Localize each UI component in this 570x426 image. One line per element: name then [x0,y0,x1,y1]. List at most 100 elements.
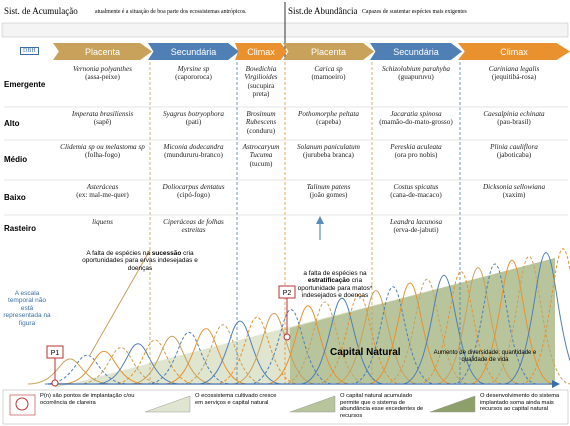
species-name: Caesalpinia echinata [483,110,545,118]
legend-icon [144,395,191,413]
growth-curve [503,252,570,385]
diversity-note: Aumento de diversidade: quantidade e qua… [433,350,537,363]
species-cell: Pereskia aculeata (ora pro nobis) [374,143,458,160]
phase-arrow: Placenta [283,43,374,60]
p1-label: P1 [51,350,60,357]
stratum-label: Emergente [4,79,46,89]
common-name: (folha-fogo) [84,151,121,160]
species-name: Doliocarpus dentatus [162,183,225,191]
species-name: Myrsine sp [177,65,210,73]
growth-curve [163,328,249,385]
growth-curve [282,301,368,385]
species-name: Solanum paniculatum [297,143,360,151]
strata-tag: DBH [20,47,39,55]
species-cell: Pothomorphe peltata (capeba) [287,110,370,127]
species-name: Syagrus botryophora [163,110,224,118]
note-text: cria oportunidade para matos* indesejado… [297,277,373,300]
common-name: (sucupira preta) [247,81,275,98]
header-title: Sist. de Acumulação [4,6,78,16]
growth-curve [27,358,113,385]
common-name: (jaboticaba) [496,151,532,160]
species-name: Pothomorphe peltata [298,110,359,118]
stratum-label: Baixo [4,192,26,202]
p2-point [283,333,291,341]
growth-curve [146,331,232,385]
common-name: (guapuruvu) [398,73,434,82]
species-name: Carica sp [314,65,343,73]
species-name: Jacaratia spinosa [390,110,442,118]
species-cell: Leandra lacunosa (erva-de-jabuti) [374,218,458,235]
species-cell: liquens [57,218,148,226]
common-name: (jequitibá-rosa) [491,73,537,82]
species-cell: Asteráceas (ex: mal-me-quer) [57,183,148,200]
growth-curve [44,354,130,385]
legend-icon [289,395,336,413]
species-cell: Myrsine sp (capororoca) [152,65,235,82]
arrow-head [552,380,560,388]
phase-arrow: Placenta [53,43,152,60]
legend-text: O ecossistema cultivado cresce em serviç… [195,393,277,406]
phase-arrow: Climax [458,43,570,60]
header-title: Sist.de Abundância [288,6,358,16]
common-name: (tucum) [249,159,273,168]
common-name: (assa-peixe) [85,73,120,82]
growth-curve [486,255,570,385]
common-name: (capeba) [316,118,341,127]
species-name: Vernonia polyanthes [73,65,132,73]
species-cell: Dicksonia sellowiana (xaxim) [462,183,566,200]
species-cell: Plinia cauliflora (jaboticaba) [462,143,566,160]
legend-text: O capital natural acumulado permite que … [340,393,424,419]
species-name: Leandra lacunosa [389,218,443,226]
species-name: Clidemia sp ou melastoma sp [60,143,145,151]
legend-icon [429,395,476,413]
common-name: (pau-brasil) [497,118,531,127]
stratification-note: a falta de espécies na estratificação cr… [290,270,380,300]
succession-note: A falta de espécies na sucessão cria opo… [80,250,200,272]
growth-curve [78,347,164,385]
species-cell: Imperata brasiliensis (sapê) [57,110,148,127]
stratum-label: Médio [4,155,28,164]
species-name: Brosimum Rubescens [245,110,277,127]
note-bold: estratificação [307,277,350,285]
species-cell: Costus spicatus (cana-de-macaco) [374,183,458,200]
species-name: Astrocaryum Tucuma [242,143,280,160]
pointer [89,249,151,356]
common-name: (cipó-fogo) [177,191,210,200]
common-name: (joão gomes) [309,191,348,200]
growth-curve [112,339,198,385]
growth-curve [265,305,351,385]
common-name: (sapê) [93,118,112,127]
growth-curve [418,271,504,385]
legend-text: O desenvolvimento do sistema implantado … [480,393,560,413]
header-note: Capazes de sustentar espécies mais exige… [362,9,467,15]
growth-curve [95,343,181,385]
stratum-label: Rasteiro [4,223,37,233]
growth-curve [61,350,147,385]
common-name: (jurubeba branca) [303,151,354,160]
growth-curve [384,278,470,385]
species-cell: Syagrus botryophora (pati) [152,110,235,127]
phase-arrow: Secundária [148,43,239,60]
growth-curve [248,309,334,385]
capital-label: Capital Natural [330,347,401,358]
growth-curve [350,286,436,385]
growth-curve [214,316,300,385]
species-name: Cariniana legalis [488,65,540,73]
p1-point [51,379,59,387]
stratum-label: Alto [4,118,20,128]
legend-text: P(n) são pontos de implantação c/ou ocor… [40,393,135,406]
arrow-head [316,216,324,224]
species-name: Talinum patens [306,183,351,191]
species-name: Dicksonia sellowiana [482,183,546,191]
species-name: Ciperáceas de folhas estreitas [163,218,224,235]
note-text: a falta de espécies na [303,270,367,277]
common-name: (pati) [185,118,202,127]
common-name: (capororoca) [175,73,212,82]
growth-curve [299,297,385,385]
common-name: (ex: mal-me-quer) [76,191,129,200]
species-cell: Brosimum Rubescens (conduru) [239,110,283,135]
growth-curve [367,282,453,385]
scale-note: A escala temporal não está representada … [3,290,51,327]
